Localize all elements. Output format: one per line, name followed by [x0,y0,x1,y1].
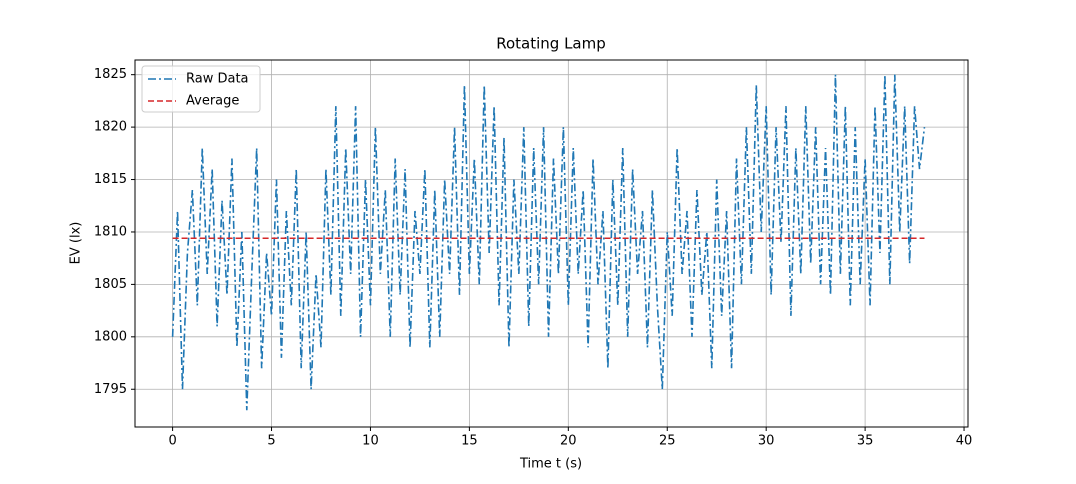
y-tick-label: 1805 [94,277,127,292]
y-tick-label: 1815 [94,172,127,187]
y-tick-label: 1825 [94,67,127,82]
x-tick-label: 10 [362,434,379,449]
x-tick-label: 0 [168,434,176,449]
x-tick-label: 25 [659,434,676,449]
plot-frame [134,59,969,428]
data-line [171,74,926,411]
x-tick-label: 30 [758,434,775,449]
x-tick-label: 5 [267,434,275,449]
x-axis-label: Time t (s) [519,457,582,472]
y-tick-label: 1810 [94,224,127,239]
y-tick-label: 1800 [94,329,127,344]
x-tick-label: 20 [560,434,577,449]
x-tick-label: 35 [857,434,874,449]
y-tick-label: 1820 [94,120,127,135]
x-tick-label: 40 [956,434,973,449]
chart-title: Rotating Lamp [496,35,606,53]
legend-label: Average [186,94,239,109]
x-tick-label: 15 [461,434,478,449]
legend-label: Raw Data [186,72,249,87]
y-tick-label: 1795 [94,382,127,397]
y-axis-label: EV (lx) [69,222,84,265]
